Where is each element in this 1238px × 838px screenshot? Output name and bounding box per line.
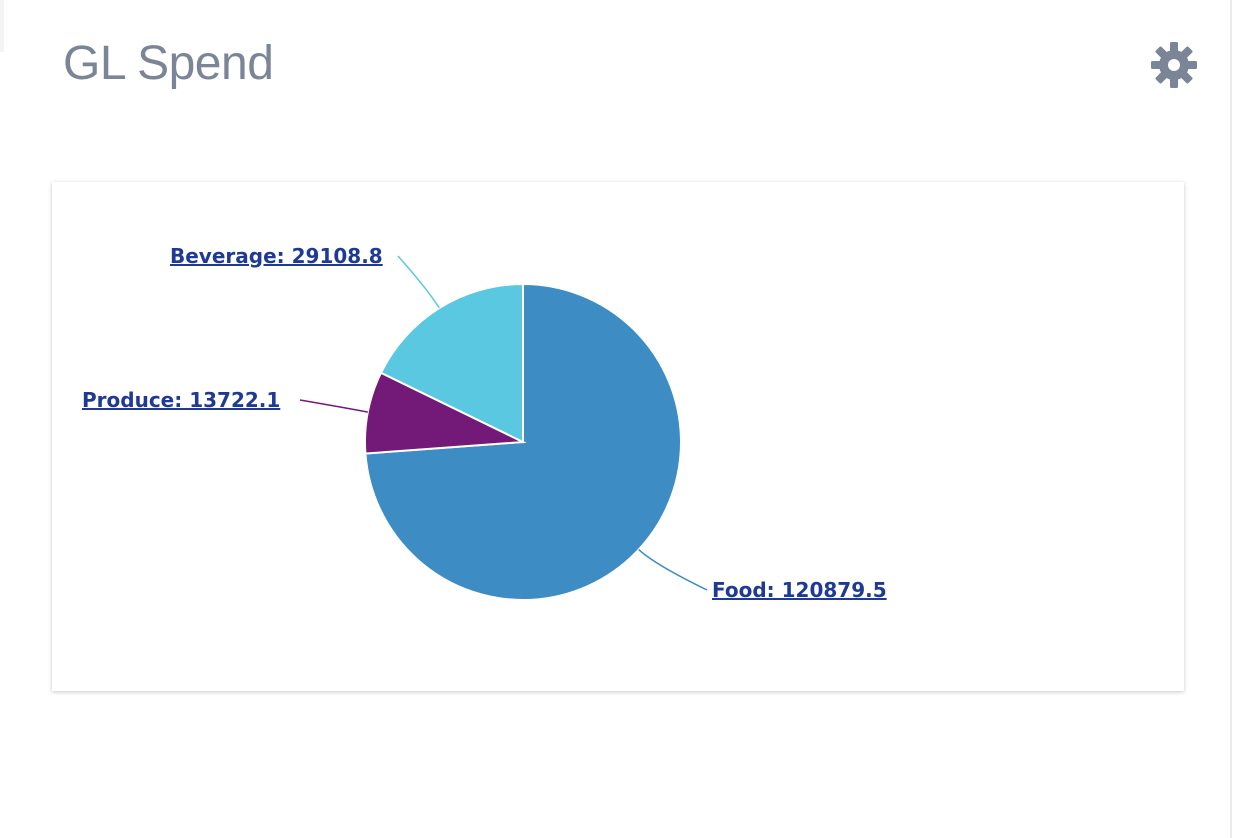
slice-label-beverage[interactable]: Beverage: 29108.8	[170, 244, 383, 268]
chart-card: Food: 120879.5 Produce: 13722.1 Beverage: …	[52, 182, 1184, 691]
connectors-layer	[299, 255, 708, 591]
slice-label-produce[interactable]: Produce: 13722.1	[82, 388, 280, 412]
slices-layer	[364, 282, 682, 601]
connector-produce	[299, 399, 368, 413]
corner-mark	[0, 0, 4, 52]
widget-title: GL Spend	[63, 37, 274, 90]
right-edge-divider	[1230, 0, 1232, 838]
pie-slice-beverage[interactable]	[379, 282, 524, 444]
slice-label-food[interactable]: Food: 120879.5	[712, 578, 887, 602]
connector-food	[638, 549, 708, 591]
pie-chart: Food: 120879.5 Produce: 13722.1 Beverage: …	[82, 244, 887, 602]
connector-beverage	[397, 255, 440, 309]
labels-layer: Food: 120879.5 Produce: 13722.1 Beverage: …	[82, 244, 887, 602]
settings-button[interactable]	[1148, 40, 1200, 92]
gear-icon	[1151, 42, 1197, 88]
